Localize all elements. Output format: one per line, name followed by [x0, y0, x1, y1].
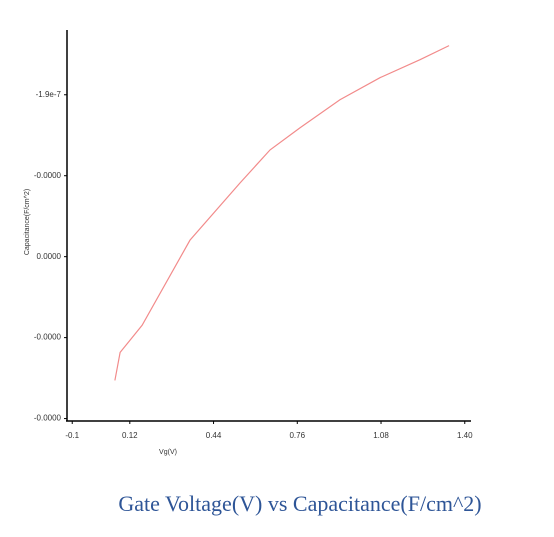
x-axis-label: Vg(V)	[159, 449, 177, 456]
x-tick-label: 0.76	[289, 431, 305, 440]
y-axis-label: Capacitance(F/cm^2)	[24, 189, 31, 255]
y-tick-label: -0.0000	[34, 414, 62, 423]
y-tick-label: -0.0000	[34, 171, 62, 180]
data-line	[114, 45, 450, 381]
x-tick-label: -0.1	[65, 431, 79, 440]
y-tick-label: -1.9e-7	[36, 90, 62, 99]
x-tick-label: 0.12	[122, 431, 138, 440]
y-tick-label: 0.0000	[37, 252, 62, 261]
x-tick-label: 1.40	[457, 431, 473, 440]
x-tick-label: 1.08	[373, 431, 389, 440]
y-tick-label: -0.0000	[34, 333, 62, 342]
chart-title: Gate Voltage(V) vs Capacitance(F/cm^2)	[118, 491, 481, 516]
x-tick-label: 0.44	[206, 431, 222, 440]
